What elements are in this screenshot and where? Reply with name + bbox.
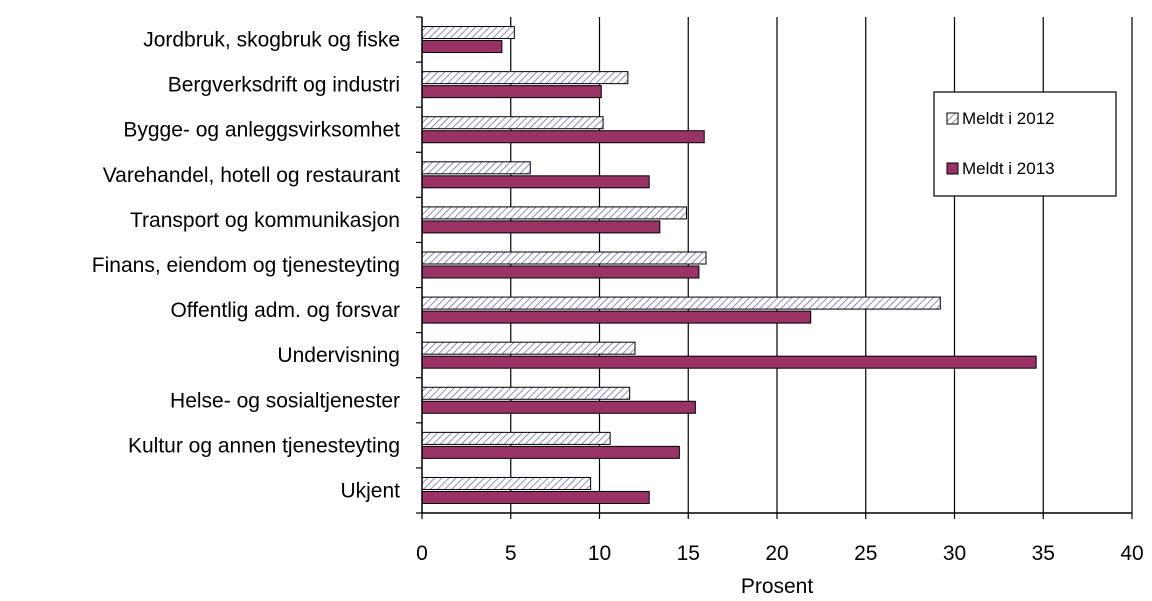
bar-2012 (421, 116, 604, 130)
x-tick-label: 15 (677, 542, 700, 565)
category-label: Bygge- og anleggsvirksomhet (123, 119, 400, 142)
legend-box (933, 91, 1117, 197)
category-label: Finans, eiendom og tjenesteyting (92, 254, 400, 277)
x-tick-label: 30 (943, 542, 966, 565)
bar-2013 (421, 445, 680, 459)
bar-2012 (421, 71, 629, 85)
bar-2012 (421, 476, 592, 490)
x-tick-labels: 0 5 10 15 20 25 30 35 40 (416, 542, 1144, 565)
bar-2012 (421, 431, 611, 445)
category-label: Kultur og annen tjenesteyting (128, 434, 400, 457)
bar-2013 (421, 310, 812, 324)
bar-2013 (421, 490, 650, 504)
category-labels: Jordbruk, skogbruk og fiske Bergverksdrif… (92, 29, 400, 503)
bar-2012 (421, 26, 515, 40)
bar-2012 (421, 251, 707, 265)
category-label: Bergverksdrift og industri (168, 74, 400, 97)
x-tick-label: 35 (1032, 542, 1055, 565)
x-tick-label: 5 (505, 542, 517, 565)
x-axis-title: Prosent (741, 575, 814, 598)
bar-2012 (421, 296, 941, 310)
category-label: Jordbruk, skogbruk og fiske (143, 29, 400, 52)
x-tick-label: 25 (854, 542, 877, 565)
bar-2012 (421, 206, 687, 220)
legend: Meldt i 2012 Meldt i 2013 (933, 91, 1117, 197)
legend-swatch-2012 (946, 112, 959, 125)
category-label: Ukjent (340, 479, 400, 502)
bar-2013 (421, 265, 700, 279)
legend-label-2012: Meldt i 2012 (962, 109, 1055, 128)
bar-2013 (421, 130, 705, 144)
category-label: Transport og kommunikasjon (130, 209, 400, 232)
category-label: Undervisning (277, 344, 400, 367)
category-label: Varehandel, hotell og restaurant (103, 164, 400, 187)
bar-2013 (421, 175, 650, 189)
bars (421, 26, 1037, 504)
bar-2013 (421, 400, 696, 414)
bar-2012 (421, 386, 631, 400)
x-tick-label: 40 (1120, 542, 1143, 565)
legend-label-2013: Meldt i 2013 (962, 159, 1055, 178)
bar-2013 (421, 85, 602, 99)
x-tick-label: 20 (765, 542, 788, 565)
x-tick-label: 0 (416, 542, 428, 565)
bar-2012 (421, 341, 636, 355)
legend-swatch-2013 (946, 162, 959, 175)
bar-2012 (421, 161, 531, 175)
bar-2013 (421, 355, 1037, 369)
bar-2013 (421, 220, 661, 234)
bar-2013 (421, 40, 503, 54)
category-label: Helse- og sosialtjenester (170, 389, 400, 412)
category-label: Offentlig adm. og forsvar (170, 299, 400, 322)
axes (416, 16, 1133, 519)
x-tick-label: 10 (588, 542, 611, 565)
